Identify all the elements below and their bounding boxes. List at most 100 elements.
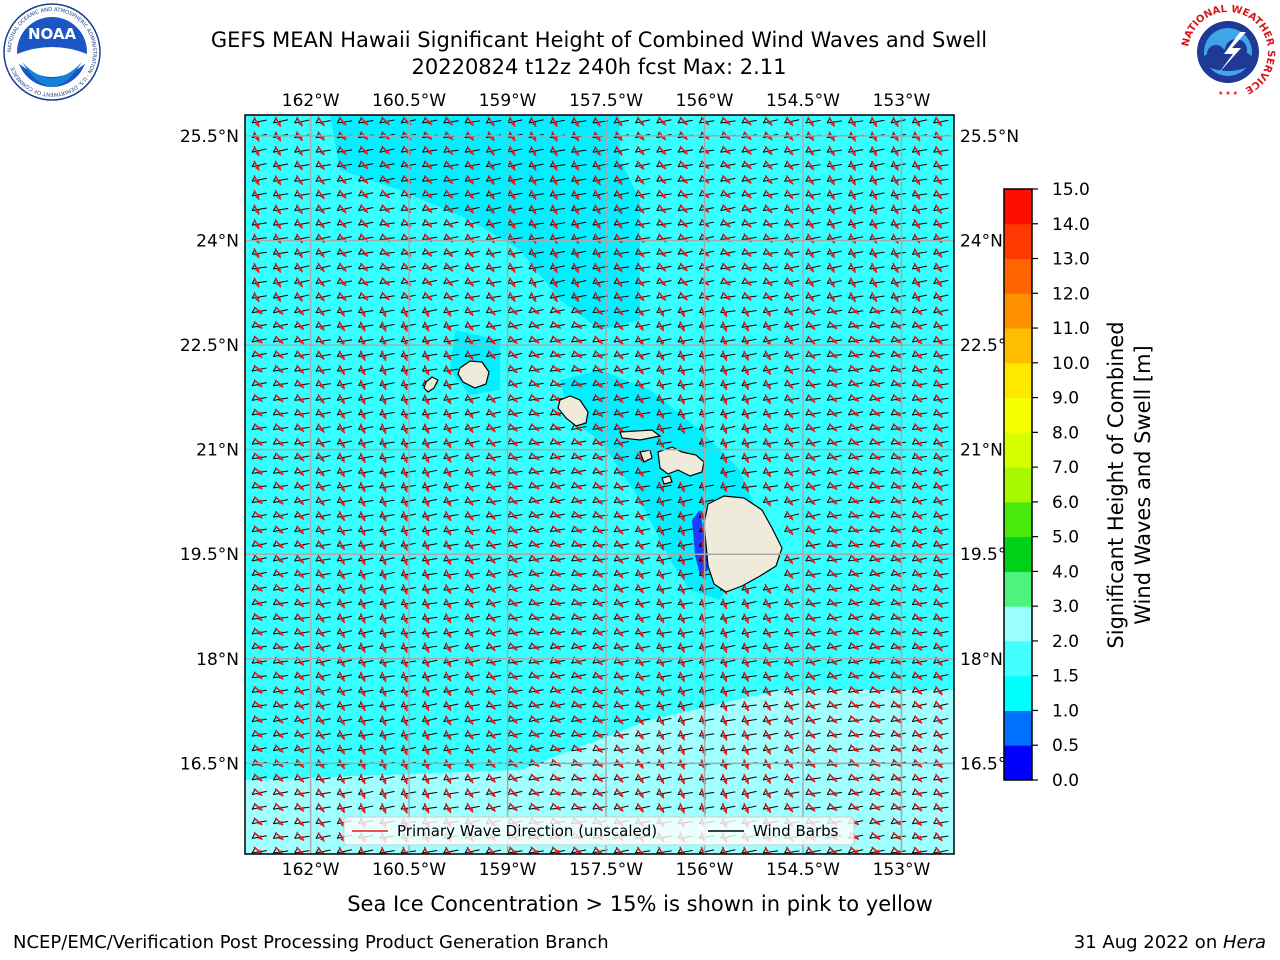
wave-direction-arrow <box>423 174 433 185</box>
colorbar-segment <box>1004 258 1032 294</box>
lon-tick-label-top: 157.5°W <box>569 91 643 111</box>
wave-direction-arrow <box>679 116 689 126</box>
wave-direction-arrow <box>317 116 325 127</box>
wave-direction-arrow <box>658 174 667 185</box>
wave-direction-arrow <box>849 175 857 186</box>
wave-direction-arrow <box>743 174 752 185</box>
wave-direction-arrow <box>892 116 899 128</box>
colorbar-segment <box>1004 675 1032 711</box>
wave-direction-arrow <box>849 160 857 171</box>
wave-direction-arrow <box>359 116 369 126</box>
colorbar-tick-label: 11.0 <box>1052 319 1090 339</box>
colorbar-segment <box>1004 223 1032 260</box>
wave-direction-arrow <box>423 116 433 126</box>
wave-direction-arrow <box>551 160 558 171</box>
footer-host: Hera <box>1222 932 1266 953</box>
wave-direction-arrow <box>828 175 836 186</box>
wave-direction-arrow <box>743 160 752 170</box>
lat-tick-label-right: 21°N <box>960 441 1003 461</box>
lon-tick-label-top: 153°W <box>873 91 931 111</box>
colorbar-title: Significant Height of Combined Wind Wave… <box>1104 321 1155 648</box>
wave-direction-arrow <box>828 160 836 171</box>
wave-direction-arrow <box>423 145 433 155</box>
noaa-logo-text: NOAA <box>28 25 77 43</box>
wave-direction-arrow <box>253 160 260 171</box>
colorbar-tick-label: 5.0 <box>1052 528 1079 548</box>
wave-direction-arrow <box>934 174 943 185</box>
colorbar-tick-label: 1.0 <box>1052 701 1079 721</box>
wave-direction-arrow <box>487 116 495 127</box>
lon-tick-label-bottom: 162°W <box>282 860 340 880</box>
lon-tick-label-bottom: 153°W <box>873 860 931 880</box>
wave-direction-arrow <box>934 145 943 156</box>
wave-direction-arrow <box>423 189 433 199</box>
colorbar-tick-label: 4.0 <box>1052 562 1079 582</box>
wave-direction-arrow <box>849 116 857 128</box>
colorbar-segment <box>1004 362 1032 399</box>
wave-direction-arrow <box>530 175 537 186</box>
lon-tick-label-top: 162°W <box>282 91 340 111</box>
wave-direction-arrow <box>636 174 645 185</box>
wave-direction-arrow <box>274 160 282 171</box>
colorbar-tick-label: 0.0 <box>1052 771 1079 791</box>
sea-ice-caption: Sea Ice Concentration > 15% is shown in … <box>0 890 1280 918</box>
wave-direction-arrow <box>508 145 516 157</box>
wave-direction-arrow <box>807 160 815 171</box>
wave-direction-arrow <box>594 175 601 186</box>
wave-direction-arrow <box>679 160 689 170</box>
wave-direction-arrow <box>338 145 347 156</box>
wave-direction-arrow <box>679 145 689 155</box>
wave-direction-arrow <box>317 189 325 200</box>
wave-direction-arrow <box>594 116 601 127</box>
lat-tick-label-left: 22.5°N <box>180 336 239 356</box>
wave-direction-arrow <box>508 175 516 186</box>
wave-direction-arrow <box>508 160 516 171</box>
wave-direction-arrow <box>317 174 325 185</box>
higher-sea-region <box>245 690 954 854</box>
wave-direction-arrow <box>594 145 601 157</box>
noaa-logo: NOAA NATIONAL OCEANIC AND ATMOSPHERIC AD… <box>3 3 101 101</box>
wave-direction-arrow <box>466 116 475 127</box>
wave-direction-arrow <box>615 160 623 171</box>
wave-direction-arrow <box>317 145 325 156</box>
wave-direction-arrow <box>722 116 731 126</box>
wave-direction-arrow <box>636 160 645 171</box>
lon-tick-label-top: 159°W <box>479 91 537 111</box>
wave-direction-arrow <box>892 145 899 157</box>
map-plot-area <box>245 115 954 854</box>
wave-direction-arrow <box>295 116 304 127</box>
wave-direction-arrow <box>423 160 433 170</box>
colorbar-tick-label: 14.0 <box>1052 215 1090 235</box>
wave-direction-arrow <box>274 145 282 157</box>
wave-direction-arrow <box>807 145 815 156</box>
wave-direction-arrow <box>870 175 878 186</box>
lat-tick-label-left: 19.5°N <box>180 545 239 565</box>
wave-direction-arrow <box>892 175 899 186</box>
colorbar-tick-label: 0.5 <box>1052 736 1079 756</box>
colorbar-segment <box>1004 501 1032 538</box>
map-legend: Primary Wave Direction (unscaled) Wind B… <box>343 816 855 846</box>
wave-direction-arrow <box>764 145 773 156</box>
wave-direction-arrow <box>807 116 815 127</box>
wave-direction-arrow <box>551 175 558 186</box>
colorbar-segment <box>1004 710 1032 746</box>
wave-direction-arrow <box>530 160 537 171</box>
colorbar-segment <box>1004 571 1032 607</box>
colorbar-title-line2: Wind Waves and Swell [m] <box>1131 345 1155 625</box>
lon-tick-label-top: 154.5°W <box>766 91 840 111</box>
nws-logo: NATIONAL WEATHER SERVICE ★ ★ ★ <box>1180 4 1276 100</box>
wave-direction-arrow <box>445 160 454 170</box>
wave-direction-arrow <box>722 174 731 184</box>
lon-tick-label-bottom: 159°W <box>479 860 537 880</box>
wave-direction-arrow <box>785 116 794 127</box>
wave-direction-arrow <box>870 116 878 128</box>
wave-direction-arrow <box>381 116 391 126</box>
wave-direction-arrow <box>572 145 580 157</box>
lon-tick-label-bottom: 156°W <box>676 860 734 880</box>
wave-direction-arrow <box>636 116 645 127</box>
lat-tick-label-left: 16.5°N <box>180 754 239 774</box>
wave-direction-arrow <box>743 116 752 126</box>
wave-direction-arrow <box>828 145 836 157</box>
colorbar-tick-label: 10.0 <box>1052 354 1090 374</box>
